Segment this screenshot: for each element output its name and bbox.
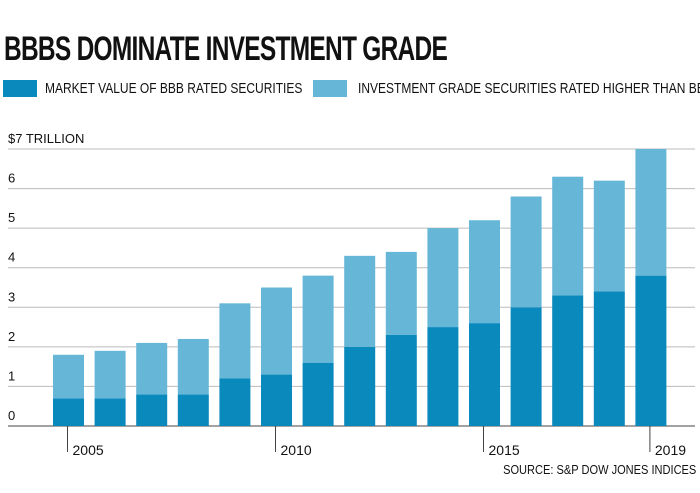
legend-swatch-bbb <box>3 80 37 97</box>
bar-higher-rated <box>94 350 126 399</box>
bar-bbb <box>177 394 209 426</box>
bar-bbb <box>344 346 376 426</box>
bar-higher-rated <box>552 176 584 296</box>
bar-higher-rated <box>177 338 209 395</box>
y-tick-label: $7 TRILLION <box>8 131 84 146</box>
y-tick-label: 3 <box>8 289 15 304</box>
chart-title: BBBS DOMINATE INVESTMENT GRADE <box>4 30 448 68</box>
bar-bbb <box>385 334 417 426</box>
bar-bbb <box>302 362 334 426</box>
bar-bbb <box>469 323 500 426</box>
bar-bbb <box>53 398 84 426</box>
legend-swatch-higher <box>313 80 347 97</box>
y-tick-label: 4 <box>8 250 15 265</box>
source-note: SOURCE: S&P DOW JONES INDICES <box>502 462 696 477</box>
bar-higher-rated <box>261 287 292 375</box>
y-tick-label: 5 <box>8 210 15 225</box>
y-tick-label: 6 <box>8 171 15 186</box>
bar-bbb <box>593 291 625 426</box>
legend-label-bbb: MARKET VALUE OF BBB RATED SECURITIES <box>45 80 303 97</box>
x-tick-label: 2015 <box>489 442 520 458</box>
bar-higher-rated <box>53 354 84 399</box>
bar-higher-rated <box>302 275 334 363</box>
bar-higher-rated <box>469 220 500 324</box>
bar-higher-rated <box>219 303 251 379</box>
bar-higher-rated <box>635 149 667 276</box>
x-tick-label: 2019 <box>655 442 686 458</box>
bar-bbb <box>510 307 542 426</box>
y-tick-label: 0 <box>8 408 15 423</box>
bar-bbb <box>427 327 459 426</box>
bar-higher-rated <box>510 196 542 308</box>
bar-higher-rated <box>136 342 168 395</box>
legend-label-higher: INVESTMENT GRADE SECURITIES RATED HIGHER… <box>358 80 700 97</box>
bar-bbb <box>261 374 292 426</box>
x-tick-label: 2005 <box>73 442 104 458</box>
legend: MARKET VALUE OF BBB RATED SECURITIES INV… <box>3 80 700 100</box>
bar-bbb <box>136 394 168 426</box>
bar-higher-rated <box>427 228 459 328</box>
bar-higher-rated <box>593 180 625 292</box>
bar-bbb <box>552 295 584 426</box>
bar-higher-rated <box>385 251 417 335</box>
bar-bbb <box>635 275 667 426</box>
y-tick-label: 2 <box>8 329 15 344</box>
y-tick-label: 1 <box>8 368 15 383</box>
bar-bbb <box>94 398 126 426</box>
bar-bbb <box>219 378 251 426</box>
bar-higher-rated <box>344 255 376 347</box>
x-tick-label: 2010 <box>281 442 312 458</box>
